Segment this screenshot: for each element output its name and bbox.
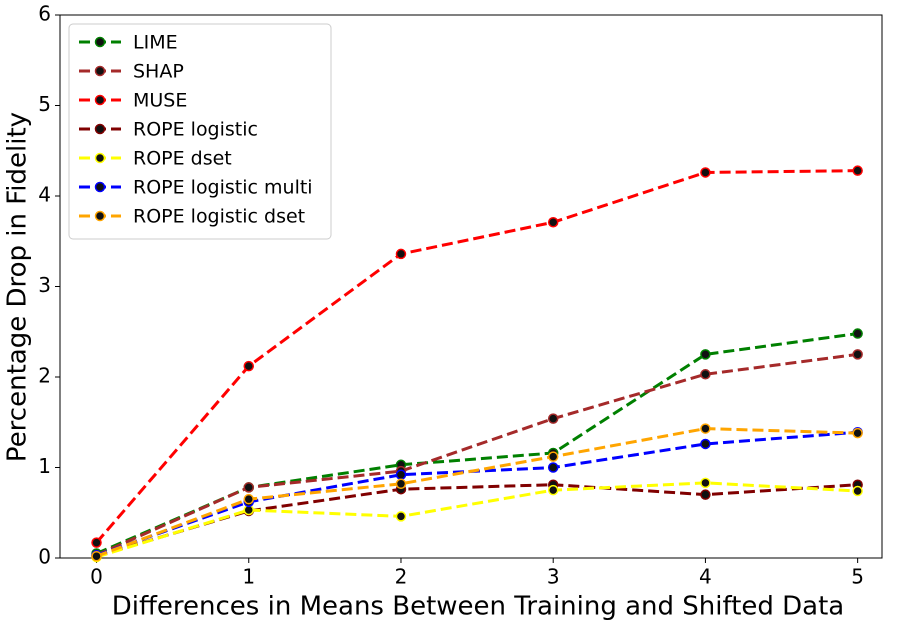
- data-point: [395, 511, 407, 522]
- series-line: [95, 352, 858, 557]
- legend-marker: [94, 65, 106, 77]
- x-tick-label: 2: [395, 565, 408, 589]
- series-line: [96, 481, 858, 559]
- x-tick-label: 1: [242, 565, 255, 589]
- y-tick-label: 2: [38, 364, 51, 388]
- data-point: [547, 216, 559, 228]
- y-tick-label: 1: [38, 454, 51, 478]
- x-tick-label: 0: [90, 565, 103, 589]
- legend-marker: [94, 210, 106, 222]
- data-point: [700, 167, 711, 178]
- y-axis-label: Percentage Drop in Fidelity: [3, 112, 33, 462]
- legend-marker: [94, 123, 106, 135]
- plot-frame: [59, 14, 883, 559]
- data-point: [700, 369, 711, 380]
- y-tick-label: 3: [38, 273, 51, 297]
- y-tick-label: 6: [38, 2, 51, 26]
- legend-marker: [94, 94, 106, 106]
- legend-label: ROPE logistic: [133, 119, 258, 141]
- data-point: [700, 489, 711, 500]
- legend-label: ROPE logistic dset: [133, 206, 305, 228]
- data-point: [852, 349, 863, 360]
- y-tick-label: 0: [38, 545, 51, 569]
- data-point: [547, 484, 559, 496]
- legend-label: LIME: [133, 32, 178, 54]
- x-axis-label: Differences in Means Between Training an…: [112, 592, 844, 622]
- data-point: [852, 427, 863, 439]
- legend-frame: [68, 23, 332, 240]
- data-point: [547, 462, 559, 473]
- legend-label: SHAP: [133, 61, 184, 83]
- legend-label: ROPE logistic multi: [133, 177, 313, 199]
- x-tick-label: 5: [851, 565, 864, 589]
- data-point: [243, 482, 255, 493]
- data-point: [700, 423, 711, 434]
- data-point: [547, 413, 559, 424]
- data-point: [395, 478, 407, 490]
- data-point: [700, 477, 711, 489]
- legend-marker: [94, 181, 106, 193]
- legend-label: ROPE dset: [133, 148, 232, 170]
- x-tick-label: 4: [699, 565, 712, 589]
- data-point: [91, 550, 102, 562]
- data-point: [852, 485, 863, 497]
- x-tick-label: 3: [547, 565, 560, 589]
- y-tick-label: 5: [38, 92, 51, 116]
- legend-marker: [94, 152, 106, 164]
- data-point: [395, 248, 407, 260]
- data-point: [852, 328, 863, 339]
- series-line: [95, 332, 858, 555]
- data-point: [700, 438, 711, 450]
- data-point: [243, 493, 255, 505]
- data-point: [547, 451, 559, 462]
- data-point: [243, 360, 255, 372]
- legend: LIME SHAP MUSE ROPE logistic ROPE dset ROPE l…: [68, 23, 332, 240]
- legend-marker: [94, 36, 106, 48]
- series-line: [95, 169, 858, 544]
- legend-label: MUSE: [133, 90, 187, 112]
- data-point: [852, 165, 863, 176]
- y-tick-label: 4: [38, 183, 51, 207]
- data-point: [395, 469, 407, 480]
- series-line: [96, 430, 858, 557]
- data-point: [700, 349, 711, 360]
- series-line: [96, 427, 858, 558]
- data-point: [91, 537, 102, 548]
